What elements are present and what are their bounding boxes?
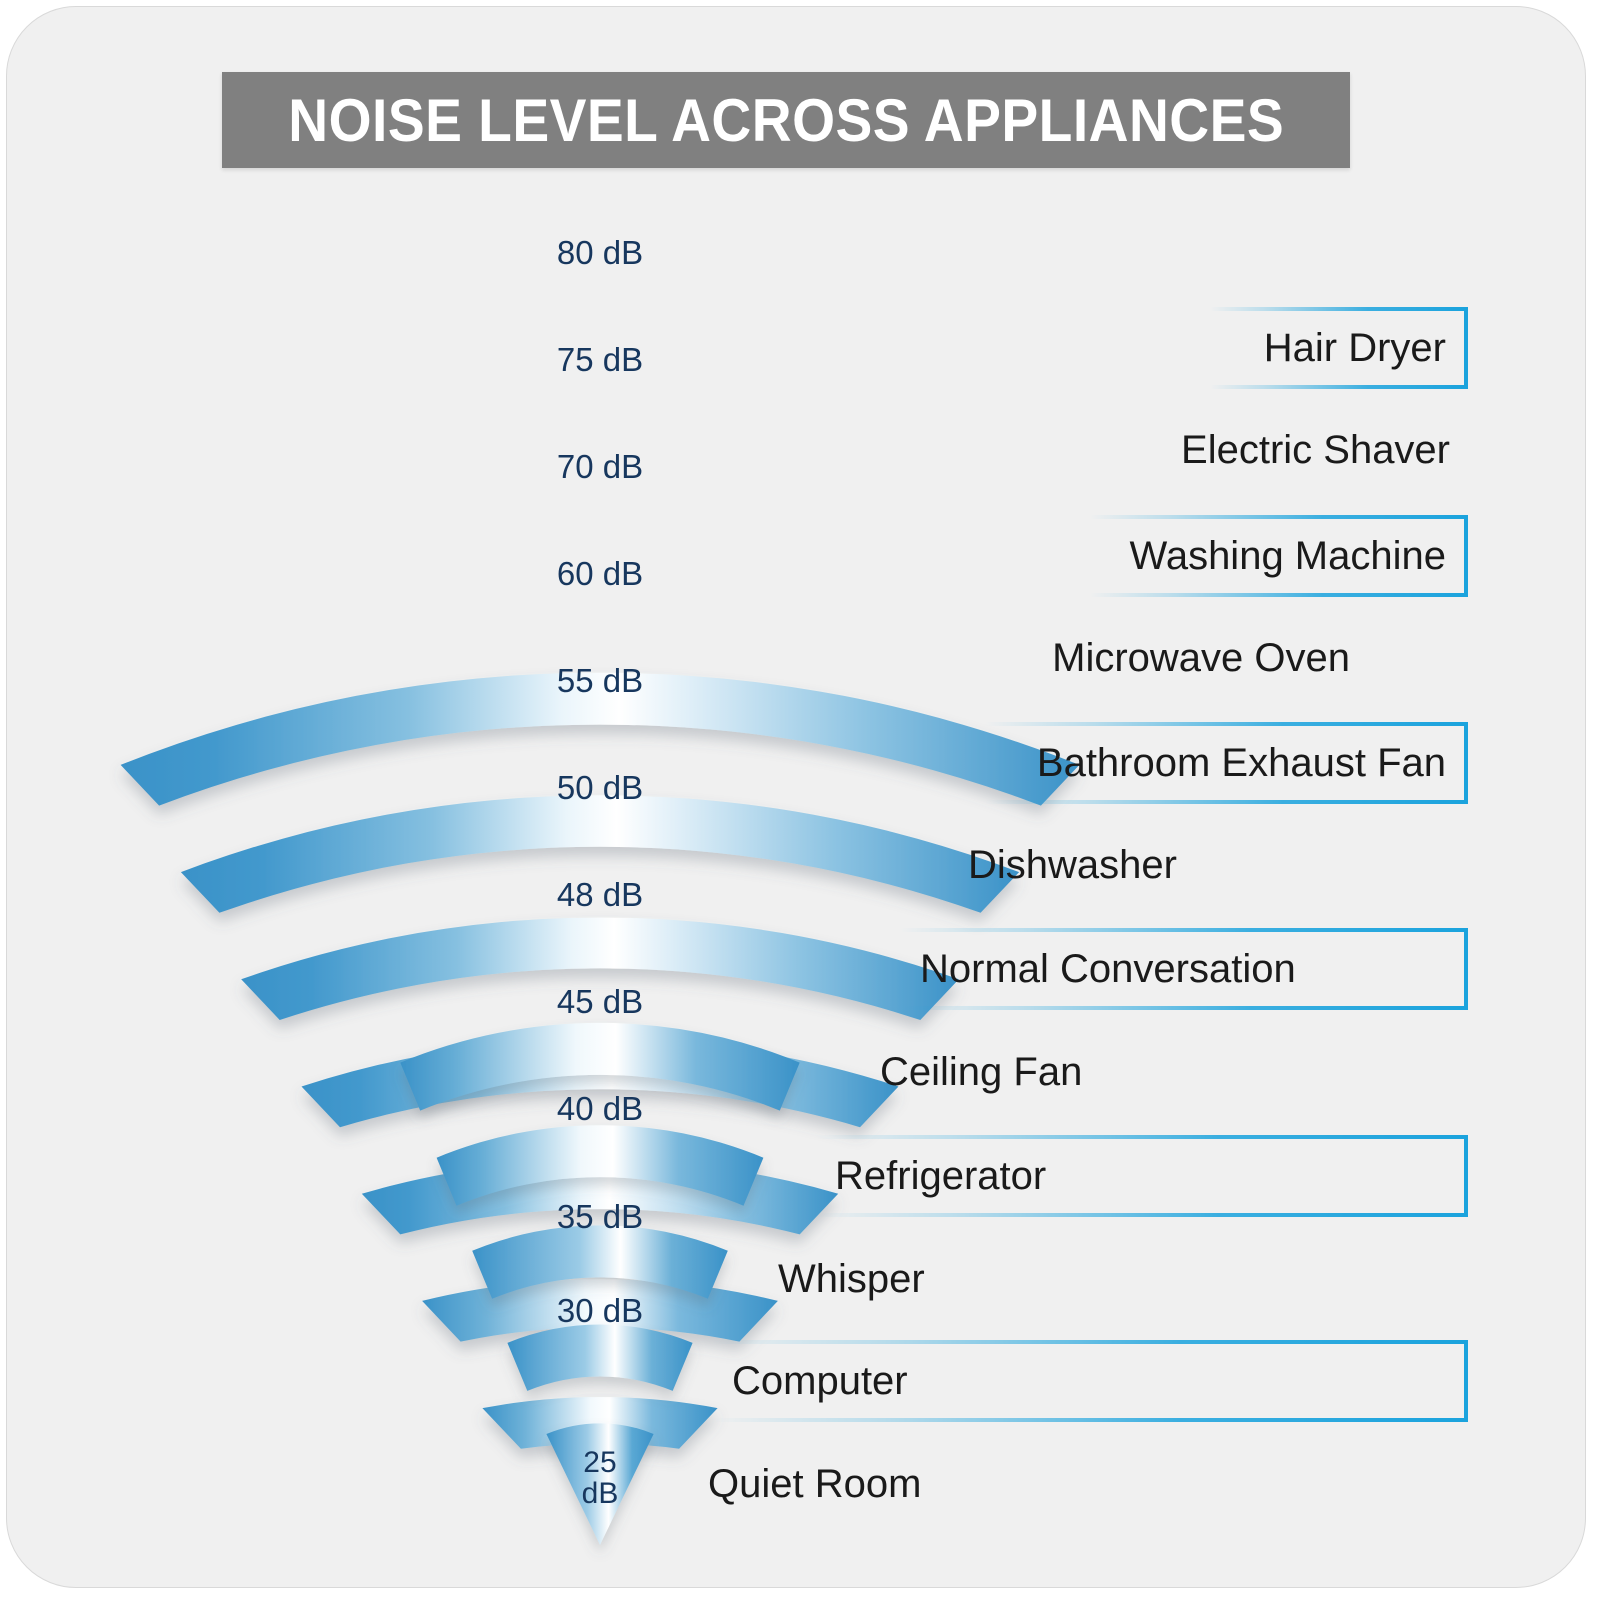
appliance-text: Microwave Oven: [1052, 635, 1350, 680]
appliance-label-normal-conversation[interactable]: Normal Conversation: [900, 928, 1468, 1010]
appliance-text: Hair Dryer: [1263, 325, 1446, 370]
arc-band-80db: [120, 672, 1080, 806]
appliance-label-computer[interactable]: Computer: [712, 1340, 1468, 1422]
arc-band-70db: [241, 917, 959, 1020]
arc-band-30db-shape: [507, 1324, 693, 1391]
title-banner: NOISE LEVEL ACROSS APPLIANCES: [222, 72, 1350, 168]
arc-band-35db-shape: [472, 1225, 728, 1299]
arc-band-40db-shape: [436, 1125, 764, 1206]
appliance-label-hair-dryer[interactable]: Hair Dryer: [1210, 307, 1468, 389]
arc-band-50db: [422, 1279, 778, 1342]
appliance-text: Washing Machine: [1129, 533, 1446, 578]
appliance-text: Refrigerator: [835, 1153, 1047, 1198]
appliance-text: Quiet Room: [708, 1461, 922, 1506]
appliance-text: Computer: [732, 1358, 908, 1403]
appliance-label-whisper[interactable]: Whisper: [760, 1238, 950, 1320]
appliance-label-quiet-room[interactable]: Quiet Room: [690, 1443, 950, 1525]
appliance-text: Dishwasher: [968, 842, 1177, 887]
appliance-label-electric-shaver[interactable]: Electric Shaver: [1130, 409, 1468, 491]
arc-band-48db: [482, 1397, 718, 1449]
appliance-text: Bathroom Exhaust Fan: [1036, 740, 1446, 785]
appliance-label-dishwasher[interactable]: Dishwasher: [950, 824, 1195, 906]
appliance-label-refrigerator[interactable]: Refrigerator: [815, 1135, 1468, 1217]
arc-band-75db: [180, 795, 1020, 913]
page-title: NOISE LEVEL ACROSS APPLIANCES: [288, 86, 1284, 154]
appliance-text: Electric Shaver: [1181, 427, 1450, 472]
appliance-label-microwave-oven[interactable]: Microwave Oven: [1040, 617, 1368, 699]
appliance-label-bathroom-exhaust-fan[interactable]: Bathroom Exhaust Fan: [985, 722, 1468, 804]
appliance-text: Whisper: [778, 1256, 925, 1301]
appliance-text: Ceiling Fan: [880, 1049, 1083, 1094]
panel-background: [6, 6, 1586, 1588]
appliance-label-washing-machine[interactable]: Washing Machine: [1090, 515, 1468, 597]
arc-band-45db-shape: [400, 1022, 800, 1111]
appliance-label-ceiling-fan[interactable]: Ceiling Fan: [862, 1031, 1092, 1113]
appliance-text: Normal Conversation: [920, 946, 1296, 991]
arc-cone-25db: [546, 1423, 654, 1545]
